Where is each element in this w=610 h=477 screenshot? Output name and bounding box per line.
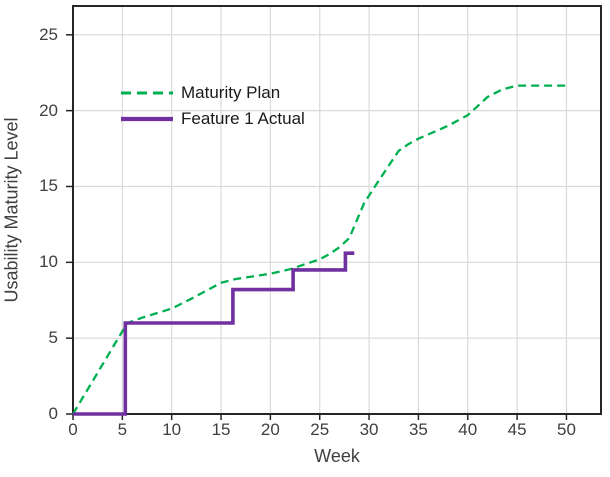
solid-line-swatch-icon — [121, 116, 173, 122]
x-tick-label: 5 — [117, 420, 128, 439]
y-tick-label: 5 — [48, 328, 58, 348]
series-line-maturity-plan — [72, 84, 567, 415]
x-tick-label: 40 — [458, 420, 478, 439]
x-tick-label: 10 — [162, 420, 182, 439]
y-tick-label: 20 — [39, 100, 58, 120]
y-tick-label: 10 — [39, 252, 58, 272]
x-tick-label: 30 — [359, 420, 379, 439]
x-tick-label: 50 — [556, 420, 576, 439]
x-tick-label: 15 — [211, 420, 231, 439]
series-line-feature-1-actual — [73, 251, 355, 416]
legend: Maturity Plan Feature 1 Actual — [121, 80, 305, 132]
y-tick-label: 15 — [39, 176, 58, 196]
y-tick-label: 25 — [39, 24, 58, 44]
legend-label-feature-1-actual: Feature 1 Actual — [181, 109, 305, 128]
x-tick-label: 0 — [68, 420, 78, 439]
y-axis-title: Usability Maturity Level — [1, 117, 22, 303]
legend-item-feature-1-actual: Feature 1 Actual — [121, 106, 305, 132]
dashed-line-swatch-icon — [121, 91, 173, 95]
x-tick-label: 25 — [310, 420, 330, 439]
x-axis-title: Week — [314, 446, 360, 466]
x-tick-label: 45 — [507, 420, 527, 439]
legend-item-maturity-plan: Maturity Plan — [121, 80, 305, 106]
legend-label-maturity-plan: Maturity Plan — [181, 83, 281, 102]
x-tick-label: 35 — [408, 420, 428, 439]
y-tick-label: 0 — [48, 404, 58, 423]
x-tick-label: 20 — [260, 420, 280, 439]
